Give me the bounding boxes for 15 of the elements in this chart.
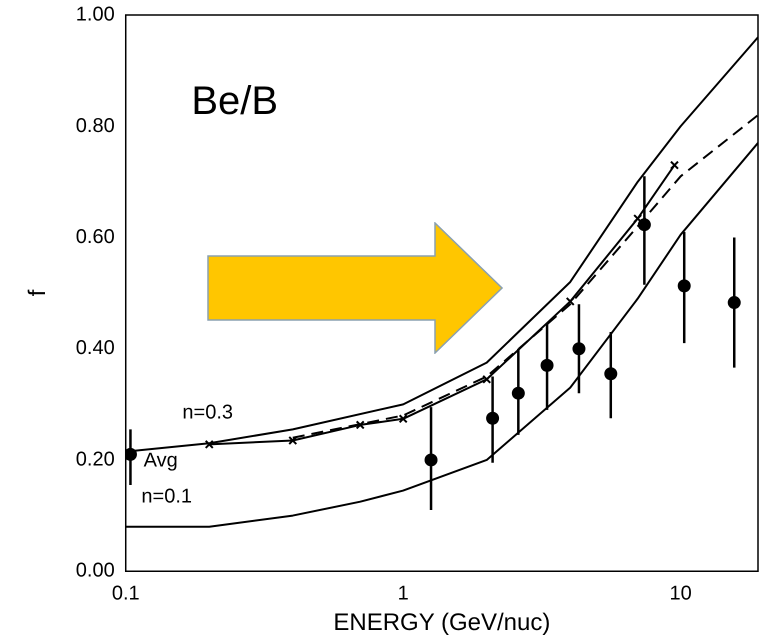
x-tick-label: 1 [398,582,409,605]
annotation: n=0.1 [141,486,192,508]
y-axis-title: f [24,289,52,296]
y-tick-label: 0.40 [76,337,115,360]
annotation: Be/B [191,79,278,124]
x-tick-label: 10 [670,582,692,605]
x-tick-label: 0.1 [112,582,140,605]
x-axis-title: ENERGY (GeV/nuc) [333,609,550,636]
y-tick-label: 0.20 [76,448,115,470]
annotation: Avg [144,450,178,472]
y-tick-label: 0.60 [76,226,115,248]
y-tick-label: 0.80 [76,114,115,137]
annotation: n=0.3 [182,402,234,424]
y-tick-label: 0.00 [76,560,115,582]
y-tick-label: 1.00 [76,4,115,26]
